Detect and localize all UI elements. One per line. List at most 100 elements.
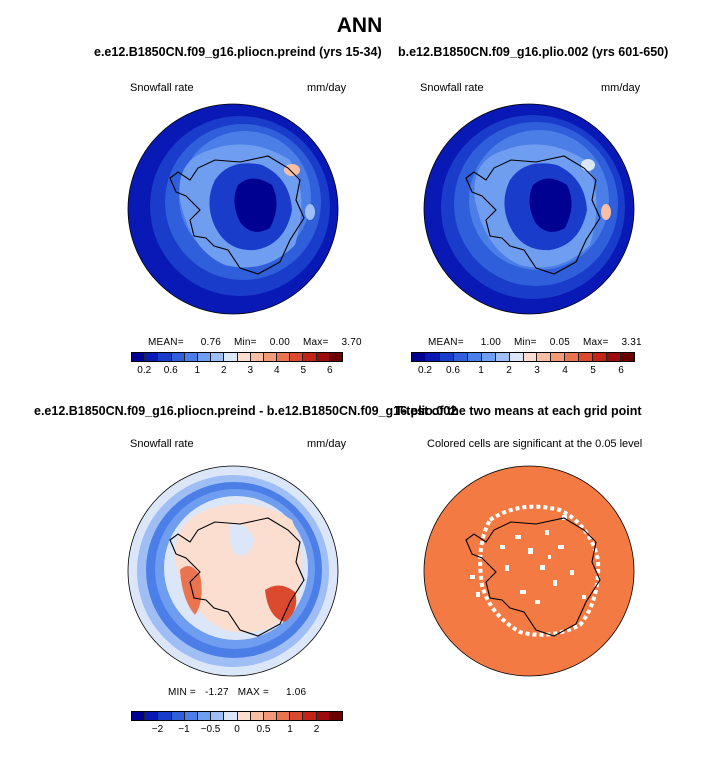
panel4-map-border: [423, 465, 635, 677]
panel3-units: mm/day: [307, 438, 347, 450]
colorbar-swatch: [425, 353, 440, 361]
colorbar-swatch: [565, 353, 580, 361]
colorbar-tick-label: 2: [506, 365, 512, 376]
panel3-max-value: 1.06: [286, 687, 307, 698]
panel2-mean-label: MEAN=: [428, 337, 464, 348]
colorbar-swatch: [263, 712, 278, 720]
panel1-light-spot: [305, 204, 315, 220]
panel2-mean-value: 1.00: [480, 337, 501, 348]
colorbar-swatch: [158, 712, 172, 720]
colorbar-swatch: [184, 353, 198, 361]
colorbar-swatch: [250, 353, 264, 361]
panel4-significance-fill: [424, 466, 634, 676]
colorbar-swatch: [197, 353, 212, 361]
colorbar-swatch: [329, 712, 342, 720]
colorbar-tick-label: 3: [534, 365, 540, 376]
colorbar-swatch: [551, 353, 566, 361]
colorbar-swatch: [579, 353, 594, 361]
panel1-variable-label: Snowfall rate: [130, 82, 194, 94]
colorbar-swatch: [250, 712, 264, 720]
colorbar-swatch: [481, 353, 496, 361]
panel1-units: mm/day: [307, 82, 347, 94]
colorbar-tick-label: 5: [590, 365, 596, 376]
colorbar-swatch: [132, 353, 146, 361]
panel3-min-label: MIN =: [168, 687, 196, 698]
colorbar-tick-label: −0.5: [200, 724, 221, 735]
panel1-maximum-spot: [284, 164, 300, 176]
colorbar-tick-label: 2: [220, 365, 227, 376]
colorbar-tick-label: 0: [234, 724, 240, 735]
panel1-coastline: [169, 155, 305, 275]
panel1-min-label: Min=: [233, 337, 257, 348]
colorbar-swatch: [593, 353, 608, 361]
colorbar-swatch: [132, 712, 146, 720]
panel1-title: e.e12.B1850CN.f09_g16.pliocn.preind (yrs…: [94, 45, 382, 59]
panel2-min-value: 0.05: [549, 337, 570, 348]
colorbar-swatch: [211, 712, 225, 720]
panel1-interior-core: [234, 178, 277, 232]
colorbar-swatch: [316, 353, 330, 361]
panel3-colorbar: [131, 711, 343, 721]
panel1-map-border: [127, 103, 339, 315]
colorbar-swatch: [412, 353, 426, 361]
panel3-map-border: [127, 465, 339, 677]
panel3-max-label: MAX =: [237, 687, 270, 698]
colorbar-swatch: [329, 353, 342, 361]
colorbar-swatch: [277, 712, 291, 720]
colorbar-swatch: [171, 712, 185, 720]
panel1-mean-value: 0.76: [200, 337, 221, 348]
colorbar-swatch: [224, 712, 238, 720]
colorbar-swatch: [290, 353, 304, 361]
figure-title: ANN: [336, 14, 383, 37]
colorbar-swatch: [453, 353, 468, 361]
panel4-coastline: [465, 517, 601, 637]
panel1-max-value: 3.70: [341, 337, 362, 348]
panel2-map-border: [423, 103, 635, 315]
colorbar-tick-label: 0.6: [446, 365, 460, 376]
colorbar-tick-label: 3: [247, 365, 254, 376]
panel2-max-value: 3.31: [621, 337, 642, 348]
panel2-units: mm/day: [601, 82, 641, 94]
colorbar-swatch: [197, 712, 212, 720]
colorbar-swatch: [237, 353, 251, 361]
colorbar-swatch: [607, 353, 622, 361]
colorbar-swatch: [537, 353, 552, 361]
panel3-interior-light-blue: [228, 524, 255, 556]
colorbar-tick-label: 1: [478, 365, 484, 376]
panel3-stats: MIN = -1.27 MAX = 1.06: [168, 687, 306, 698]
colorbar-swatch: [303, 712, 317, 720]
panel2-interior-core: [529, 178, 572, 232]
colorbar-swatch: [184, 712, 198, 720]
panel1-stats: MEAN= 0.76 Min= 0.00 Max= 3.70: [148, 337, 362, 348]
colorbar-tick-label: −2: [151, 724, 164, 735]
colorbar-tick-label: 0.5: [256, 724, 271, 735]
colorbar-swatch: [439, 353, 454, 361]
colorbar-swatch: [145, 712, 159, 720]
colorbar-swatch: [621, 353, 634, 361]
panel3-east-red: [265, 585, 297, 622]
panel3-coastline: [169, 517, 305, 637]
colorbar-swatch: [237, 712, 251, 720]
panel3-min-value: -1.27: [204, 687, 229, 698]
colorbar-swatch: [211, 353, 225, 361]
colorbar-swatch: [523, 353, 538, 361]
panel3-variable-label: Snowfall rate: [130, 438, 194, 450]
colorbar-tick-label: 1: [287, 724, 293, 735]
colorbar-swatch: [224, 353, 238, 361]
panel4-subtitle: Colored cells are significant at the 0.0…: [427, 438, 643, 450]
colorbar-swatch: [263, 353, 278, 361]
colorbar-swatch: [145, 353, 159, 361]
panel2-max-label: Max=: [582, 337, 609, 348]
colorbar-swatch: [158, 353, 172, 361]
colorbar-tick-label: 2: [313, 724, 320, 735]
colorbar-tick-label: 4: [562, 365, 568, 376]
colorbar-swatch: [509, 353, 524, 361]
colorbar-tick-label: 0.6: [163, 365, 178, 376]
colorbar-swatch: [303, 353, 317, 361]
colorbar-tick-label: 1: [194, 365, 201, 376]
panel3-title: e.e12.B1850CN.f09_g16.pliocn.preind - b.…: [34, 404, 458, 418]
panel2-light-spot-2: [601, 204, 611, 220]
panel2-title: b.e12.B1850CN.f09_g16.plio.002 (yrs 601-…: [398, 45, 669, 59]
